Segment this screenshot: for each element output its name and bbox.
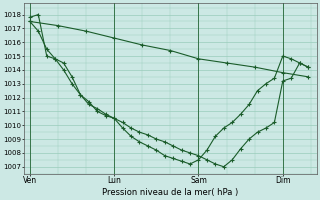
X-axis label: Pression niveau de la mer( hPa ): Pression niveau de la mer( hPa ) bbox=[102, 188, 238, 197]
